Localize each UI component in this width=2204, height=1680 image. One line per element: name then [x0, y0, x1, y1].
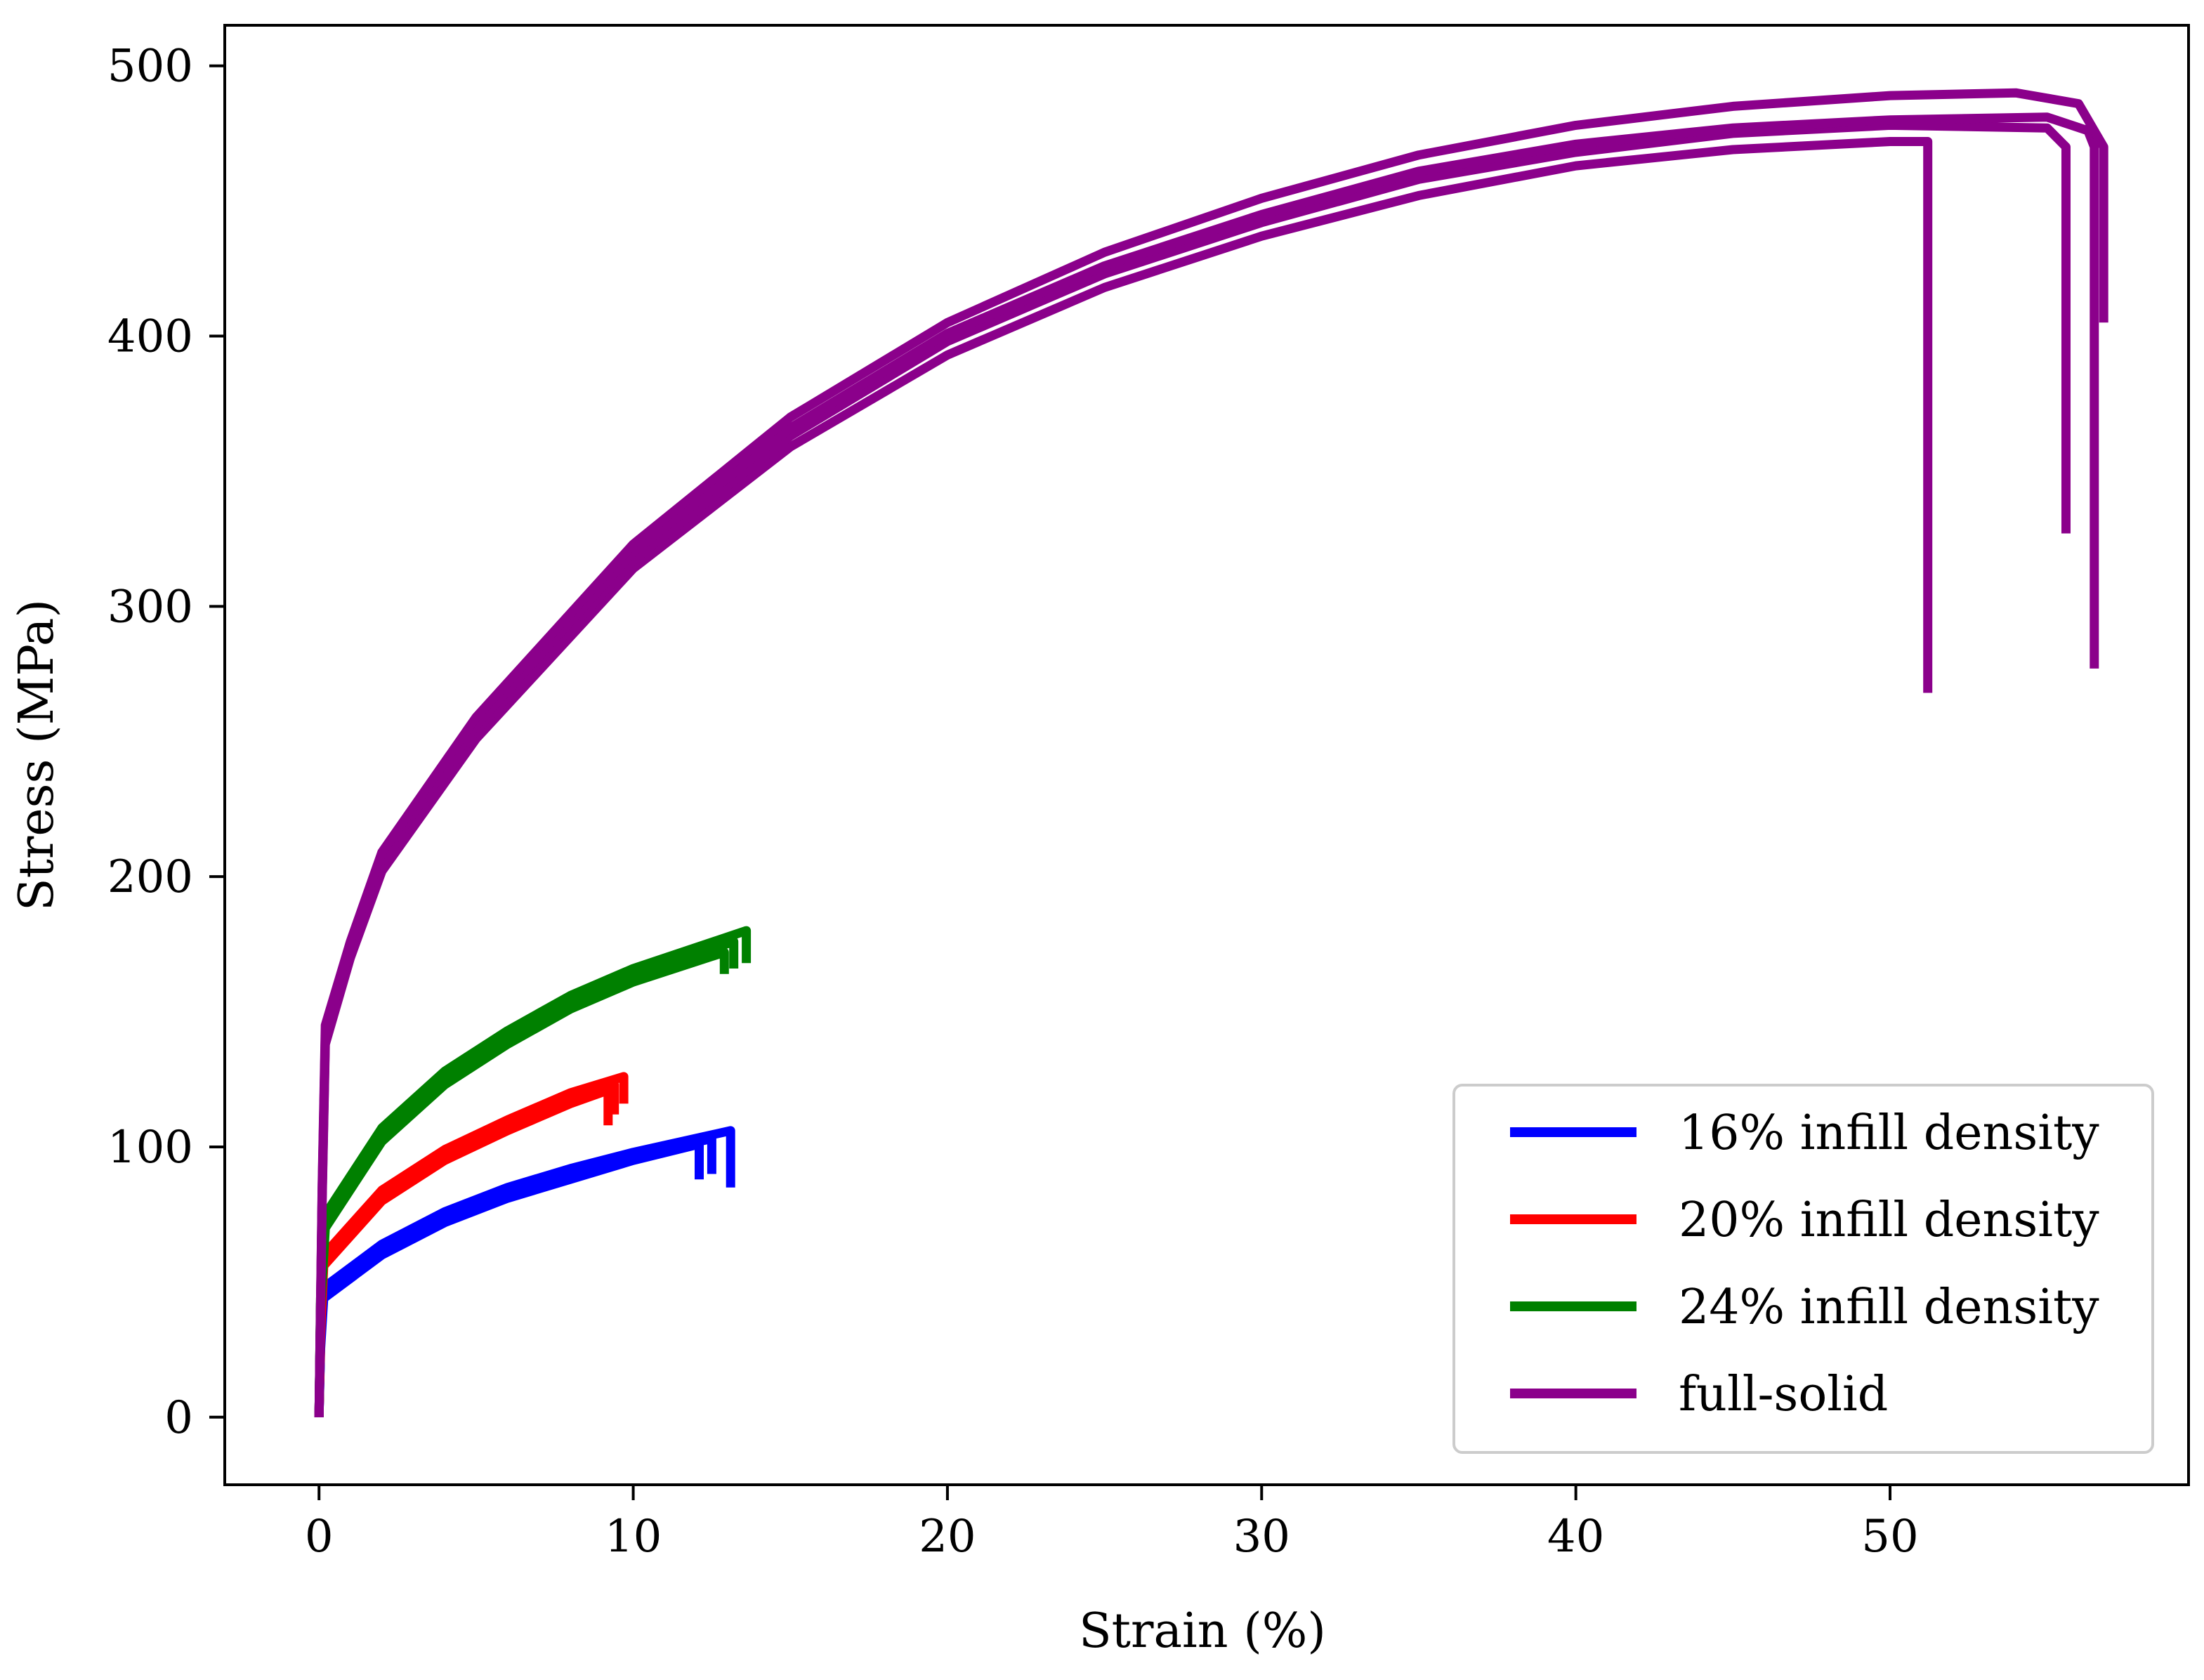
curve-full-solid-specimen-4	[314, 88, 2108, 1417]
y-tick-label: 500	[107, 41, 193, 93]
x-tick-label: 50	[1861, 1511, 1918, 1563]
legend: 16% infill density 20% infill density 24% …	[1452, 1084, 2154, 1454]
x-tick-label: 10	[605, 1511, 662, 1563]
legend-frame	[1452, 1084, 2154, 1454]
x-axis-label: Strain (%)	[1079, 1603, 1326, 1659]
x-tick-label: 30	[1233, 1511, 1290, 1563]
y-tick-label: 300	[107, 581, 193, 633]
data-curves	[314, 88, 2108, 1417]
y-tick-label: 200	[107, 851, 193, 903]
y-axis-label: Stress (MPa)	[9, 599, 65, 911]
legend-label-20pct-infill-density: 20% infill density	[1679, 1193, 2099, 1248]
legend-label-24pct-infill-density: 24% infill density	[1679, 1280, 2099, 1335]
legend-label-full-solid: full-solid	[1679, 1367, 1888, 1422]
x-tick-label: 20	[919, 1511, 976, 1563]
plot-frame	[223, 24, 2190, 1486]
legend-label-16pct-infill-density: 16% infill density	[1679, 1105, 2099, 1161]
y-tick-label: 0	[164, 1392, 193, 1444]
y-tick-label: 400	[107, 311, 193, 363]
y-axis-ticks: 0 100 200 300 400 500	[107, 41, 225, 1444]
x-axis-ticks: 0 10 20 30 40 50	[305, 1485, 1919, 1563]
y-tick-label: 100	[107, 1122, 193, 1174]
x-tick-label: 40	[1547, 1511, 1604, 1563]
x-tick-label: 0	[305, 1511, 334, 1563]
